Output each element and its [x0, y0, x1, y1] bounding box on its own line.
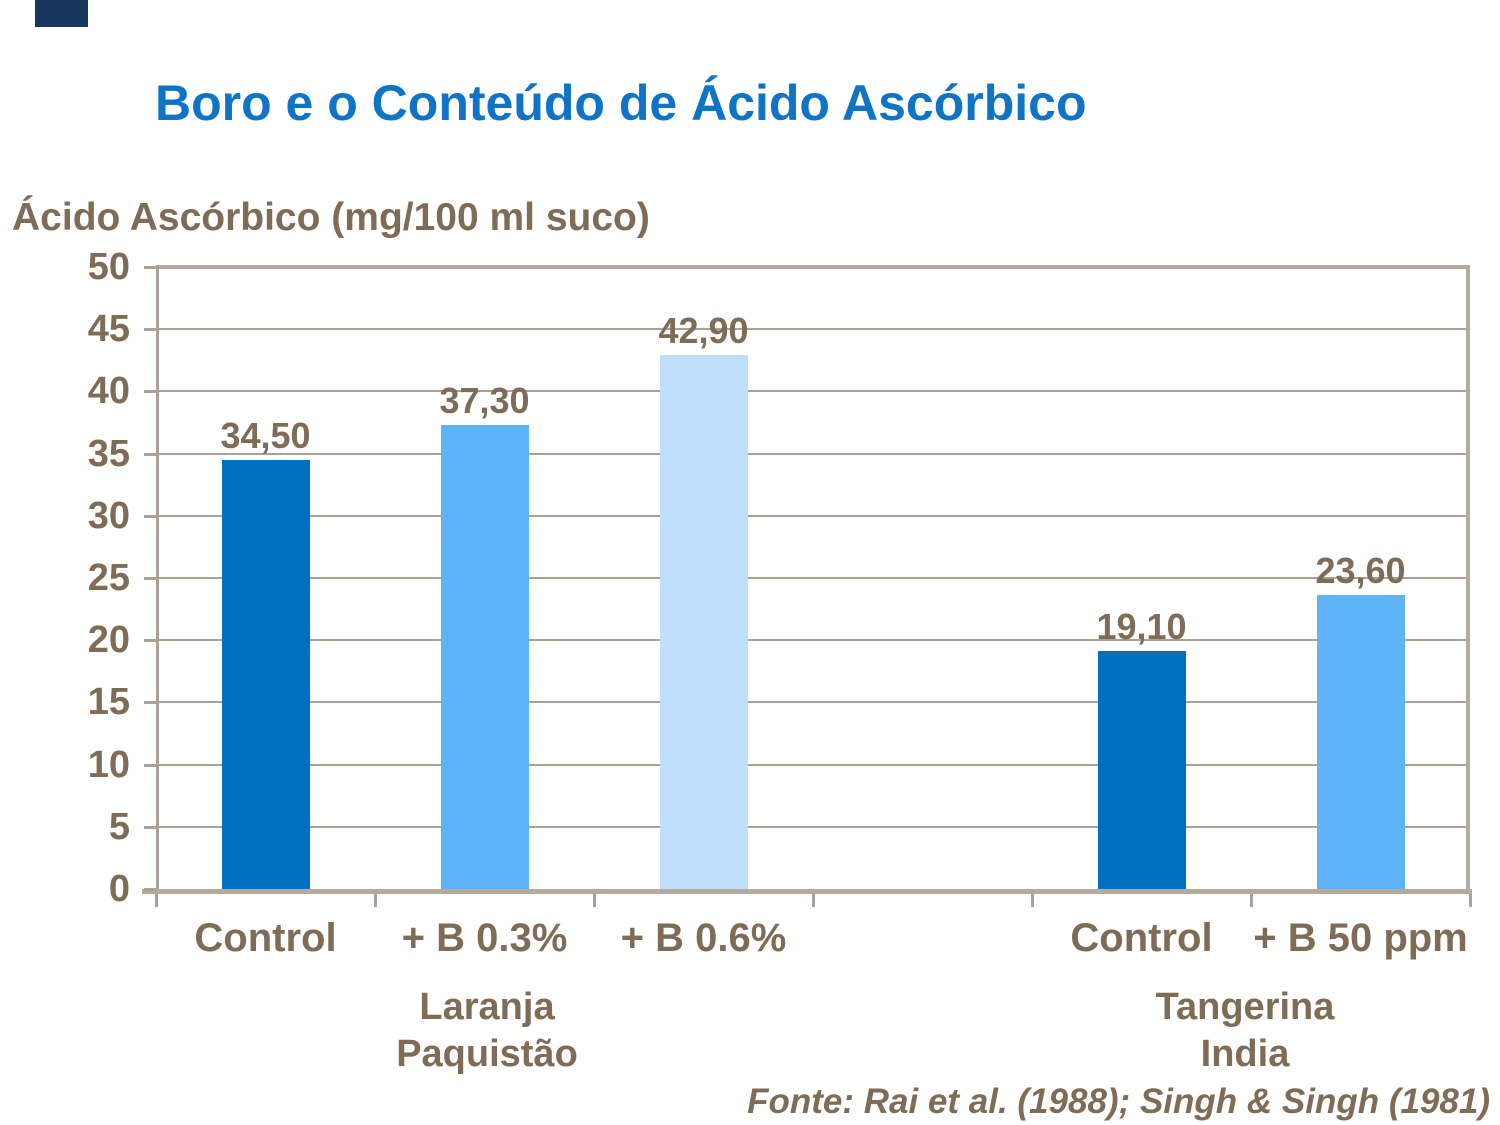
y-axis-title: Ácido Ascórbico (mg/100 ml suco)	[12, 196, 650, 239]
group-label-line: Laranja	[419, 986, 555, 1028]
gridline	[159, 328, 1466, 331]
y-tick-label: 50	[87, 246, 130, 288]
y-tick-mark	[144, 639, 156, 643]
y-tick-mark	[144, 328, 156, 332]
group-label-line: India	[1200, 1033, 1290, 1075]
gridline	[159, 701, 1466, 704]
y-tick-mark	[144, 266, 156, 269]
bar-value-label: 42,90	[658, 310, 749, 352]
plot-border-top	[156, 265, 1470, 269]
y-tick-mark	[144, 577, 156, 580]
y-tick-label: 30	[87, 494, 130, 537]
bar-value-label: 23,60	[1315, 550, 1406, 592]
y-tick-label: 0	[108, 868, 130, 910]
group-label: Laranja Paquistão	[277, 984, 697, 1078]
bar-value-label: 19,10	[1096, 606, 1187, 648]
y-tick-mark	[144, 452, 156, 456]
category-label: + B 0.3%	[401, 916, 568, 960]
y-tick-mark	[144, 763, 156, 767]
y-tick-mark	[144, 514, 156, 518]
gridline	[159, 452, 1466, 455]
bar	[440, 424, 529, 889]
y-tick-label: 20	[87, 619, 130, 662]
category-label: Control	[194, 916, 337, 960]
bar	[1097, 651, 1186, 889]
y-tick-label: 35	[87, 432, 130, 475]
x-tick-mark	[1250, 894, 1253, 907]
bar	[221, 459, 310, 889]
group-label: Tangerina India	[1035, 984, 1455, 1078]
group-label-line: Paquistão	[396, 1033, 578, 1075]
y-tick-label: 10	[87, 743, 130, 786]
y-tick-mark	[144, 825, 156, 829]
source-note: Fonte: Rai et al. (1988); Singh & Singh …	[747, 1082, 1490, 1121]
bar	[659, 355, 748, 889]
x-tick-mark	[1469, 894, 1472, 907]
group-label-line: Tangerina	[1155, 986, 1335, 1028]
y-tick-label: 45	[87, 308, 130, 351]
x-tick-mark	[1031, 894, 1034, 907]
y-axis-line	[156, 265, 159, 889]
y-tick-label: 25	[87, 557, 130, 599]
bar	[1316, 595, 1405, 889]
gridline	[159, 577, 1466, 579]
gridline	[159, 763, 1466, 766]
gridline	[159, 825, 1466, 828]
plot-border-right	[1466, 265, 1470, 894]
category-label: Control	[1070, 916, 1213, 960]
y-tick-mark	[144, 888, 156, 891]
y-tick-mark	[144, 390, 156, 394]
category-label: + B 0.6%	[620, 916, 787, 960]
bar-value-label: 34,50	[220, 414, 311, 456]
corner-accent-bar	[35, 0, 88, 27]
chart-title: Boro e o Conteúdo de Ácido Ascórbico	[155, 75, 1087, 131]
x-tick-mark	[155, 894, 158, 907]
x-tick-mark	[374, 894, 377, 907]
x-axis-line	[142, 889, 1472, 894]
gridline	[159, 514, 1466, 517]
y-tick-label: 40	[87, 370, 130, 413]
y-tick-label: 15	[87, 681, 130, 724]
gridline	[159, 390, 1466, 393]
bar-value-label: 37,30	[439, 379, 530, 421]
y-tick-label: 5	[108, 805, 130, 848]
x-tick-mark	[812, 894, 815, 907]
gridline	[159, 639, 1466, 642]
y-tick-mark	[144, 701, 156, 705]
category-label: + B 50 ppm	[1253, 916, 1468, 960]
x-tick-mark	[593, 894, 596, 907]
